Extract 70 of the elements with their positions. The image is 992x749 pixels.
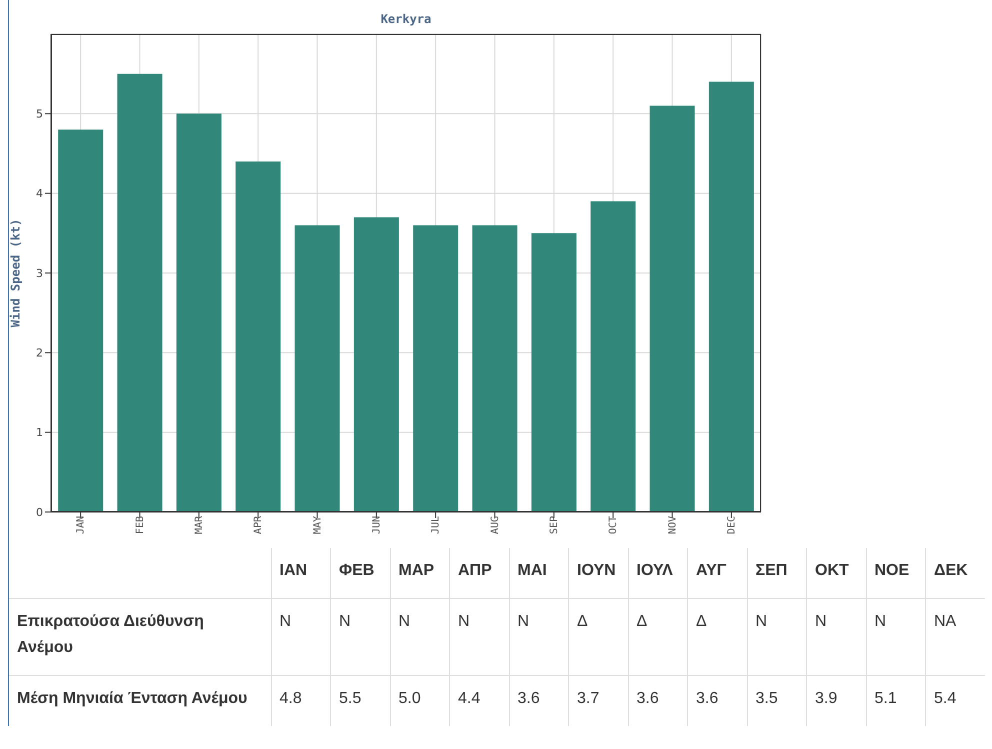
x-tick-label: MAR (194, 515, 206, 534)
text: 5.4 (934, 690, 956, 707)
category-label: ΔΕΚ (926, 548, 985, 598)
category-label: Επικρατούσα Διεύθυνση Ανέμου (17, 613, 204, 656)
bar (117, 74, 162, 512)
text: Ν (518, 613, 530, 630)
chart-title: Kerkyra (380, 12, 432, 26)
text: 3.5 (756, 690, 778, 707)
category-label: ΜΑΙ (509, 548, 568, 598)
text: 3.6 (696, 690, 718, 707)
x-tick-label: APR (253, 515, 264, 534)
text: Ν (280, 613, 292, 630)
text: Ν (339, 613, 351, 630)
y-tick-label: 2 (36, 346, 43, 360)
category-label: ΟΚΤ (806, 548, 866, 598)
text: ΝΑ (934, 613, 956, 630)
text: 3.7 (577, 690, 600, 707)
text: Δ (636, 613, 648, 630)
category-label: ΑΠΡ (450, 548, 509, 598)
x-tick-label: MAY (312, 516, 324, 534)
text: 3.6 (636, 690, 659, 707)
bar (650, 106, 695, 512)
text: 5.5 (339, 690, 362, 707)
category-label: ΙΟΥΛ (628, 548, 688, 598)
x-tick-label: AUG (490, 516, 501, 534)
x-tick-label: FEB (134, 516, 146, 534)
category-label: ΙΑΝ (271, 548, 330, 598)
text: 5.1 (874, 690, 897, 707)
bar (590, 201, 636, 512)
text: Δ (696, 613, 707, 630)
category-label: ΜΑΡ (390, 548, 450, 598)
x-tick-label: NOV (667, 516, 678, 534)
bar (531, 233, 576, 512)
bar (472, 225, 518, 512)
x-tick-label: JUN (372, 516, 383, 534)
bar (176, 114, 222, 512)
y-tick-label: 4 (36, 187, 43, 200)
bar (354, 217, 399, 512)
category-label: ΝΟΕ (866, 548, 926, 598)
text: 3.6 (518, 690, 540, 707)
text: Ν (815, 613, 827, 630)
bar (58, 130, 104, 512)
text: Ν (756, 613, 768, 630)
x-tick-label: OCT (608, 516, 620, 534)
x-tick-label: DEC (726, 516, 738, 534)
x-tick-label: JAN (76, 516, 87, 534)
text: 5.0 (398, 690, 421, 707)
text: Ν (458, 613, 470, 630)
y-tick-label: 0 (36, 506, 43, 519)
text: Ν (874, 613, 886, 630)
bar (413, 225, 458, 512)
category-label: ΣΕΠ (747, 548, 806, 598)
bar (294, 225, 340, 512)
category-label: ΑΥΓ (688, 548, 747, 598)
category-label: Μέση Μηνιαία Ένταση Ανέμου (17, 690, 248, 707)
category-label: ΦΕΒ (330, 548, 390, 598)
bar (708, 82, 754, 512)
text: 3.9 (815, 690, 838, 707)
text: 4.8 (280, 690, 302, 707)
text: 4.4 (458, 690, 480, 707)
bar (236, 161, 281, 512)
text: Ν (398, 613, 410, 630)
category-label: ΙΟΥΝ (568, 548, 628, 598)
x-tick-label: SEP (549, 516, 560, 534)
y-tick-label: 1 (36, 426, 43, 440)
y-tick-label: 3 (36, 266, 43, 280)
text: Δ (577, 613, 588, 630)
x-tick-label: JUL (430, 516, 442, 534)
y-axis-title: Wind Speed (kt) (8, 218, 22, 328)
y-tick-label: 5 (36, 108, 43, 121)
